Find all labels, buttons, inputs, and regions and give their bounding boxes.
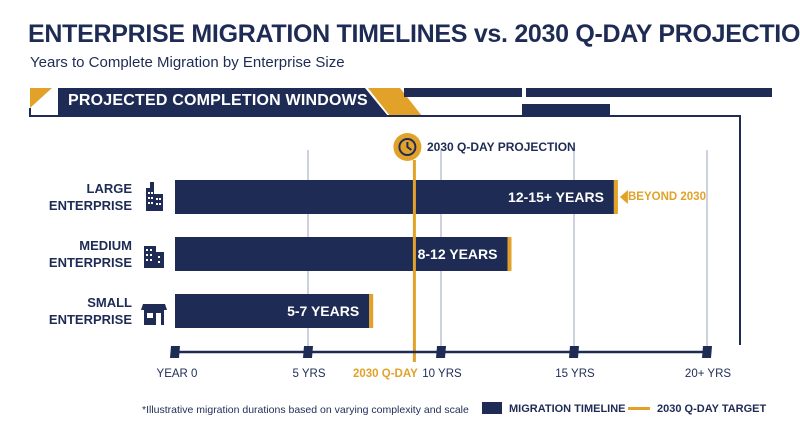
office-building-icon — [144, 246, 164, 268]
bar-label-1: 8-12 YEARS — [417, 246, 498, 262]
legend-timeline-label: MIGRATION TIMELINE — [509, 403, 626, 415]
bar-end-accent-2 — [369, 294, 374, 328]
tick-label-0: YEAR 0 — [156, 368, 198, 380]
category-icons — [141, 182, 167, 325]
tick-mark-3 — [569, 346, 579, 358]
beyond-arrow — [619, 190, 628, 204]
banner-title: PROJECTED COMPLETION WINDOWS — [68, 92, 368, 109]
q-day-projection-label: 2030 Q-DAY PROJECTION — [427, 140, 576, 154]
bar-0 — [175, 180, 614, 214]
footnote: *Illustrative migration durations based … — [142, 404, 469, 416]
bar-label-2: 5-7 YEARS — [287, 303, 360, 319]
tick-label-2: 10 YRS — [422, 368, 462, 380]
office-tower-icon — [146, 182, 163, 211]
banner-bar — [58, 88, 388, 116]
tick-mark-2 — [436, 346, 446, 358]
banner-accent — [30, 88, 52, 108]
bars — [175, 180, 628, 328]
category-label-2: SMALL ENTERPRISE — [48, 295, 132, 327]
tick-label-4: 20+ YRS — [684, 368, 732, 380]
storefront-icon — [141, 304, 167, 325]
bar-2 — [175, 294, 370, 328]
beyond-2030-annotation: BEYOND 2030 — [628, 191, 706, 203]
chart-title: ENTERPRISE MIGRATION TIMELINES vs. 2030 … — [28, 20, 800, 48]
legend-timeline-swatch — [482, 402, 502, 414]
tick-mark-4 — [702, 346, 712, 358]
tick-label-3: 15 YRS — [555, 368, 595, 380]
legend-target-label: 2030 Q-DAY TARGET — [657, 403, 767, 415]
category-label-1: MEDIUM ENTERPRISE — [48, 238, 132, 270]
tick-mark-1 — [303, 346, 313, 358]
bar-1 — [175, 237, 508, 271]
chart-frame — [29, 108, 741, 345]
tick-label-1: 5 YRS — [292, 368, 326, 380]
legend-target-swatch — [628, 407, 650, 410]
banner-strip-top-a — [404, 88, 522, 97]
bar-end-accent-0 — [613, 180, 618, 214]
tick-mark-0 — [170, 346, 180, 358]
banner-strip-bottom — [522, 104, 610, 116]
clock-icon — [393, 133, 422, 161]
bar-end-accent-1 — [507, 237, 512, 271]
q-day-reference — [393, 133, 422, 362]
chart-subtitle: Years to Complete Migration by Enterpris… — [30, 54, 345, 71]
category-label-0: LARGE ENTERPRISE — [48, 181, 132, 213]
banner-strip-top-b — [526, 88, 772, 97]
banner-stripe — [368, 88, 422, 116]
bar-label-0: 12-15+ YEARS — [508, 189, 604, 205]
x-axis — [170, 346, 712, 358]
q-day-axis-label: 2030 Q-DAY — [353, 368, 418, 380]
